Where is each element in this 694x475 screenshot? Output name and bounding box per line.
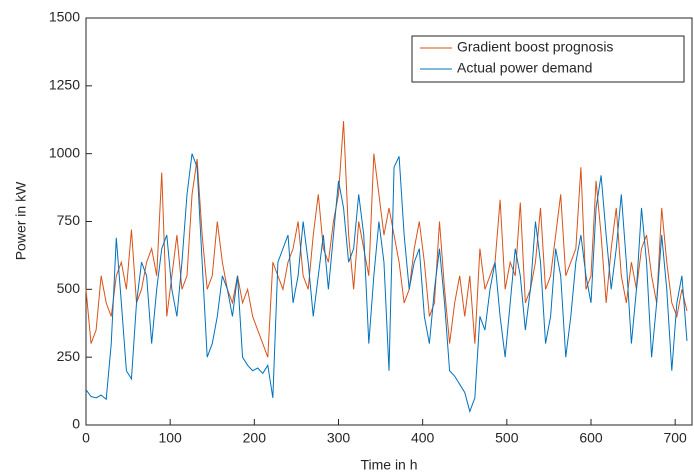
- x-tick-label: 400: [411, 430, 435, 446]
- y-axis-label: Power in kW: [13, 181, 29, 260]
- x-tick-label: 0: [82, 430, 90, 446]
- y-tick-label: 1500: [49, 9, 80, 25]
- legend-label: Actual power demand: [457, 60, 592, 76]
- x-axis-label: Time in h: [360, 457, 417, 473]
- y-tick-label: 750: [57, 212, 81, 228]
- x-tick-label: 700: [663, 430, 687, 446]
- legend-label: Gradient boost prognosis: [457, 39, 613, 55]
- y-tick-label: 1250: [49, 77, 80, 93]
- x-tick-label: 200: [243, 430, 267, 446]
- x-tick-label: 600: [579, 430, 603, 446]
- series-line: [85, 153, 688, 414]
- y-tick-label: 500: [57, 280, 81, 296]
- y-tick-label: 250: [57, 348, 81, 364]
- x-tick-label: 500: [495, 430, 519, 446]
- series-line: [85, 121, 688, 358]
- x-tick-label: 300: [327, 430, 351, 446]
- x-tick-label: 100: [158, 430, 182, 446]
- y-tick-label: 1000: [49, 144, 80, 160]
- y-tick-label: 0: [72, 416, 80, 432]
- legend-box: [411, 35, 685, 83]
